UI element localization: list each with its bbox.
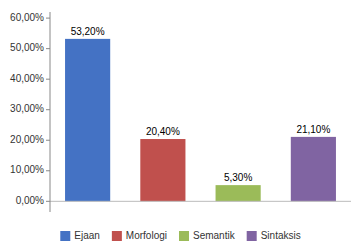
- legend-label: Morfologi: [126, 230, 167, 241]
- y-tick: [46, 79, 50, 80]
- y-axis: [50, 12, 51, 212]
- chart: 0,00% 10,00% 20,00% 30,00% 40,00% 50,00% 60,00…: [0, 0, 361, 250]
- y-tick: [46, 109, 50, 110]
- data-label: 21,10%: [296, 124, 330, 135]
- y-tick: [46, 140, 50, 141]
- legend: Ejaan Morfologi Semantik Sintaksis: [60, 230, 300, 241]
- baseline: [50, 201, 351, 202]
- y-tick-label: 40,00%: [10, 73, 44, 84]
- data-label: 53,20%: [71, 26, 105, 37]
- y-tick-label: 60,00%: [10, 12, 44, 23]
- y-tick: [46, 201, 50, 202]
- legend-label: Ejaan: [74, 230, 100, 241]
- legend-swatch: [112, 231, 122, 241]
- bars: [65, 39, 336, 201]
- legend-label: Semantik: [193, 230, 236, 241]
- y-tick: [46, 48, 50, 49]
- y-tick: [46, 170, 50, 171]
- y-tick-label: 10,00%: [10, 164, 44, 175]
- data-label: 20,40%: [146, 126, 180, 137]
- data-label: 5,30%: [224, 172, 252, 183]
- y-tick-label: 30,00%: [10, 103, 44, 114]
- bar: [65, 39, 110, 201]
- y-tick: [46, 18, 50, 19]
- legend-swatch: [179, 231, 189, 241]
- y-tick-label: 20,00%: [10, 134, 44, 145]
- bar: [140, 139, 185, 201]
- bar: [291, 137, 336, 201]
- bar: [216, 185, 261, 201]
- y-tick-label: 0,00%: [16, 195, 44, 206]
- legend-swatch: [60, 231, 70, 241]
- y-tick-label: 50,00%: [10, 42, 44, 53]
- legend-swatch: [247, 231, 257, 241]
- legend-label: Sintaksis: [261, 230, 301, 241]
